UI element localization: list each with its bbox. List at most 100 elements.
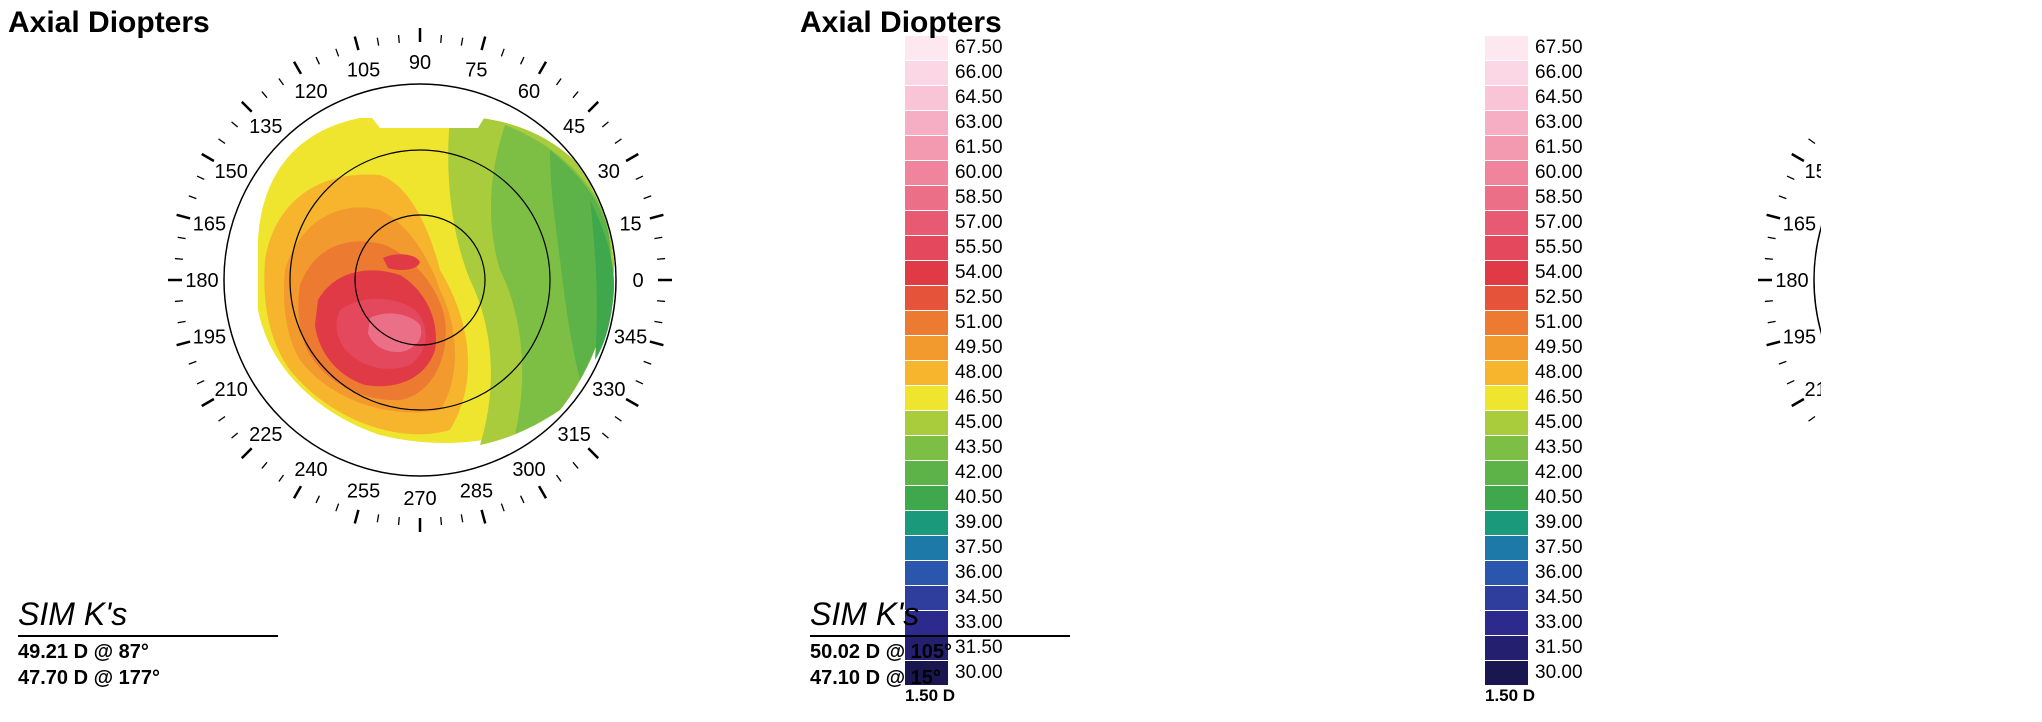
scale-label: 48.00 xyxy=(955,362,1003,383)
tick-mark xyxy=(480,36,487,51)
tick-mark xyxy=(537,61,548,75)
scale-row: 43.50 xyxy=(905,436,1035,461)
tick-mark xyxy=(261,91,268,99)
scale-swatch xyxy=(1485,111,1528,136)
tick-mark xyxy=(278,474,285,482)
scale-label: 67.50 xyxy=(1535,37,1583,58)
scale-swatch xyxy=(905,411,948,436)
scale-swatch xyxy=(905,511,948,536)
angle-label: 30 xyxy=(598,161,620,183)
angle-label: 135 xyxy=(249,116,282,138)
scale-row: 31.50 xyxy=(905,636,1035,661)
scale-label: 33.00 xyxy=(1535,612,1583,633)
tick-mark xyxy=(555,474,562,482)
scale-swatch xyxy=(1485,536,1528,561)
scale-label: 46.50 xyxy=(955,387,1003,408)
angle-label: 195 xyxy=(1783,326,1816,348)
angle-label: 150 xyxy=(1805,161,1821,183)
scale-swatch xyxy=(905,61,948,86)
scale-row: 60.00 xyxy=(905,161,1035,186)
scale-row: 39.00 xyxy=(1485,511,1615,536)
scale-row: 66.00 xyxy=(1485,61,1615,86)
tick-mark xyxy=(231,121,239,128)
tick-mark xyxy=(1791,152,1805,163)
tick-mark xyxy=(177,236,186,240)
scale-row: 67.50 xyxy=(1485,36,1615,61)
angle-label: 15 xyxy=(619,214,641,236)
tick-mark xyxy=(188,195,197,200)
scale-label: 58.50 xyxy=(1535,187,1583,208)
scale-row: 51.00 xyxy=(1485,311,1615,336)
scale-row: 34.50 xyxy=(905,586,1035,611)
scale-swatch xyxy=(1485,211,1528,236)
scale-swatch xyxy=(1485,186,1528,211)
scale-row: 57.00 xyxy=(1485,211,1615,236)
scale-label: 34.50 xyxy=(1535,587,1583,608)
angle-label: 300 xyxy=(512,459,545,481)
scale-label: 31.50 xyxy=(1535,637,1583,658)
scale-swatch xyxy=(905,211,948,236)
corneal-map: 0 15 30 45 60 75 90 105 120 135 150 165 180 195 210 225… xyxy=(168,28,672,532)
angle-label: 225 xyxy=(249,424,282,446)
tick-mark xyxy=(643,360,652,365)
sim-k-steep: 50.02 D @ 105° xyxy=(810,641,953,663)
scale-swatch xyxy=(1485,361,1528,386)
panel-title: Axial Diopters xyxy=(8,6,210,39)
scale-row: 31.50 xyxy=(1485,636,1615,661)
scale-swatch xyxy=(905,561,948,586)
scale-label: 37.50 xyxy=(1535,537,1583,558)
tick-mark xyxy=(625,397,639,408)
scale-row: 54.00 xyxy=(1485,261,1615,286)
scale-swatch xyxy=(905,111,948,136)
panel-title: Axial Diopters xyxy=(800,6,1002,39)
scale-label: 36.00 xyxy=(955,562,1003,583)
angle-label: 270 xyxy=(403,488,436,510)
tick-mark xyxy=(261,461,268,469)
scale-row: 61.50 xyxy=(1485,136,1615,161)
angle-label: 150 xyxy=(215,161,248,183)
scale-swatch xyxy=(1485,611,1528,636)
angle-label: 180 xyxy=(185,270,218,292)
scale-row: 48.00 xyxy=(905,361,1035,386)
tick-mark xyxy=(572,461,579,469)
scale-row: 33.00 xyxy=(1485,611,1615,636)
scale-swatch xyxy=(905,311,948,336)
scale-label: 40.50 xyxy=(1535,487,1583,508)
tick-mark xyxy=(176,213,191,220)
scale-label: 66.00 xyxy=(955,62,1003,83)
angle-labels: 0 15 30 45 60 75 90 105 120 135 150 165 180 195 210 225… xyxy=(185,52,647,510)
scale-row: 49.50 xyxy=(1485,336,1615,361)
scale-row: 55.50 xyxy=(905,236,1035,261)
tick-mark xyxy=(1786,379,1795,385)
scale-row: 34.50 xyxy=(1485,586,1615,611)
scale-row: 36.00 xyxy=(1485,561,1615,586)
tick-mark xyxy=(572,91,579,99)
angle-label: 330 xyxy=(592,379,625,401)
scale-swatch xyxy=(1485,436,1528,461)
angle-label: 165 xyxy=(193,214,226,236)
scale-swatch xyxy=(905,361,948,386)
scale-row: 49.50 xyxy=(905,336,1035,361)
scale-row: 37.50 xyxy=(1485,536,1615,561)
scale-label: 31.50 xyxy=(955,637,1003,658)
scale-row: 42.00 xyxy=(1485,461,1615,486)
scale-swatch xyxy=(1485,161,1528,186)
tick-mark xyxy=(440,34,443,43)
scale-label: 39.00 xyxy=(955,512,1003,533)
scale-label: 34.50 xyxy=(955,587,1003,608)
tick-mark xyxy=(1808,415,1816,422)
angle-label: 90 xyxy=(409,52,431,74)
tick-mark xyxy=(1764,257,1773,260)
scale-swatch xyxy=(905,136,948,161)
color-map xyxy=(225,85,615,475)
ticks-ring xyxy=(168,28,672,532)
outer-ring xyxy=(223,83,617,477)
tick-mark xyxy=(601,121,609,128)
topography-panel-left: Axial Diopters xyxy=(8,6,1003,705)
scale-swatch xyxy=(905,611,948,636)
scale-swatch xyxy=(1485,136,1528,161)
scale-swatch xyxy=(905,36,948,61)
tick-mark xyxy=(1778,360,1787,365)
tick-mark xyxy=(177,320,186,324)
